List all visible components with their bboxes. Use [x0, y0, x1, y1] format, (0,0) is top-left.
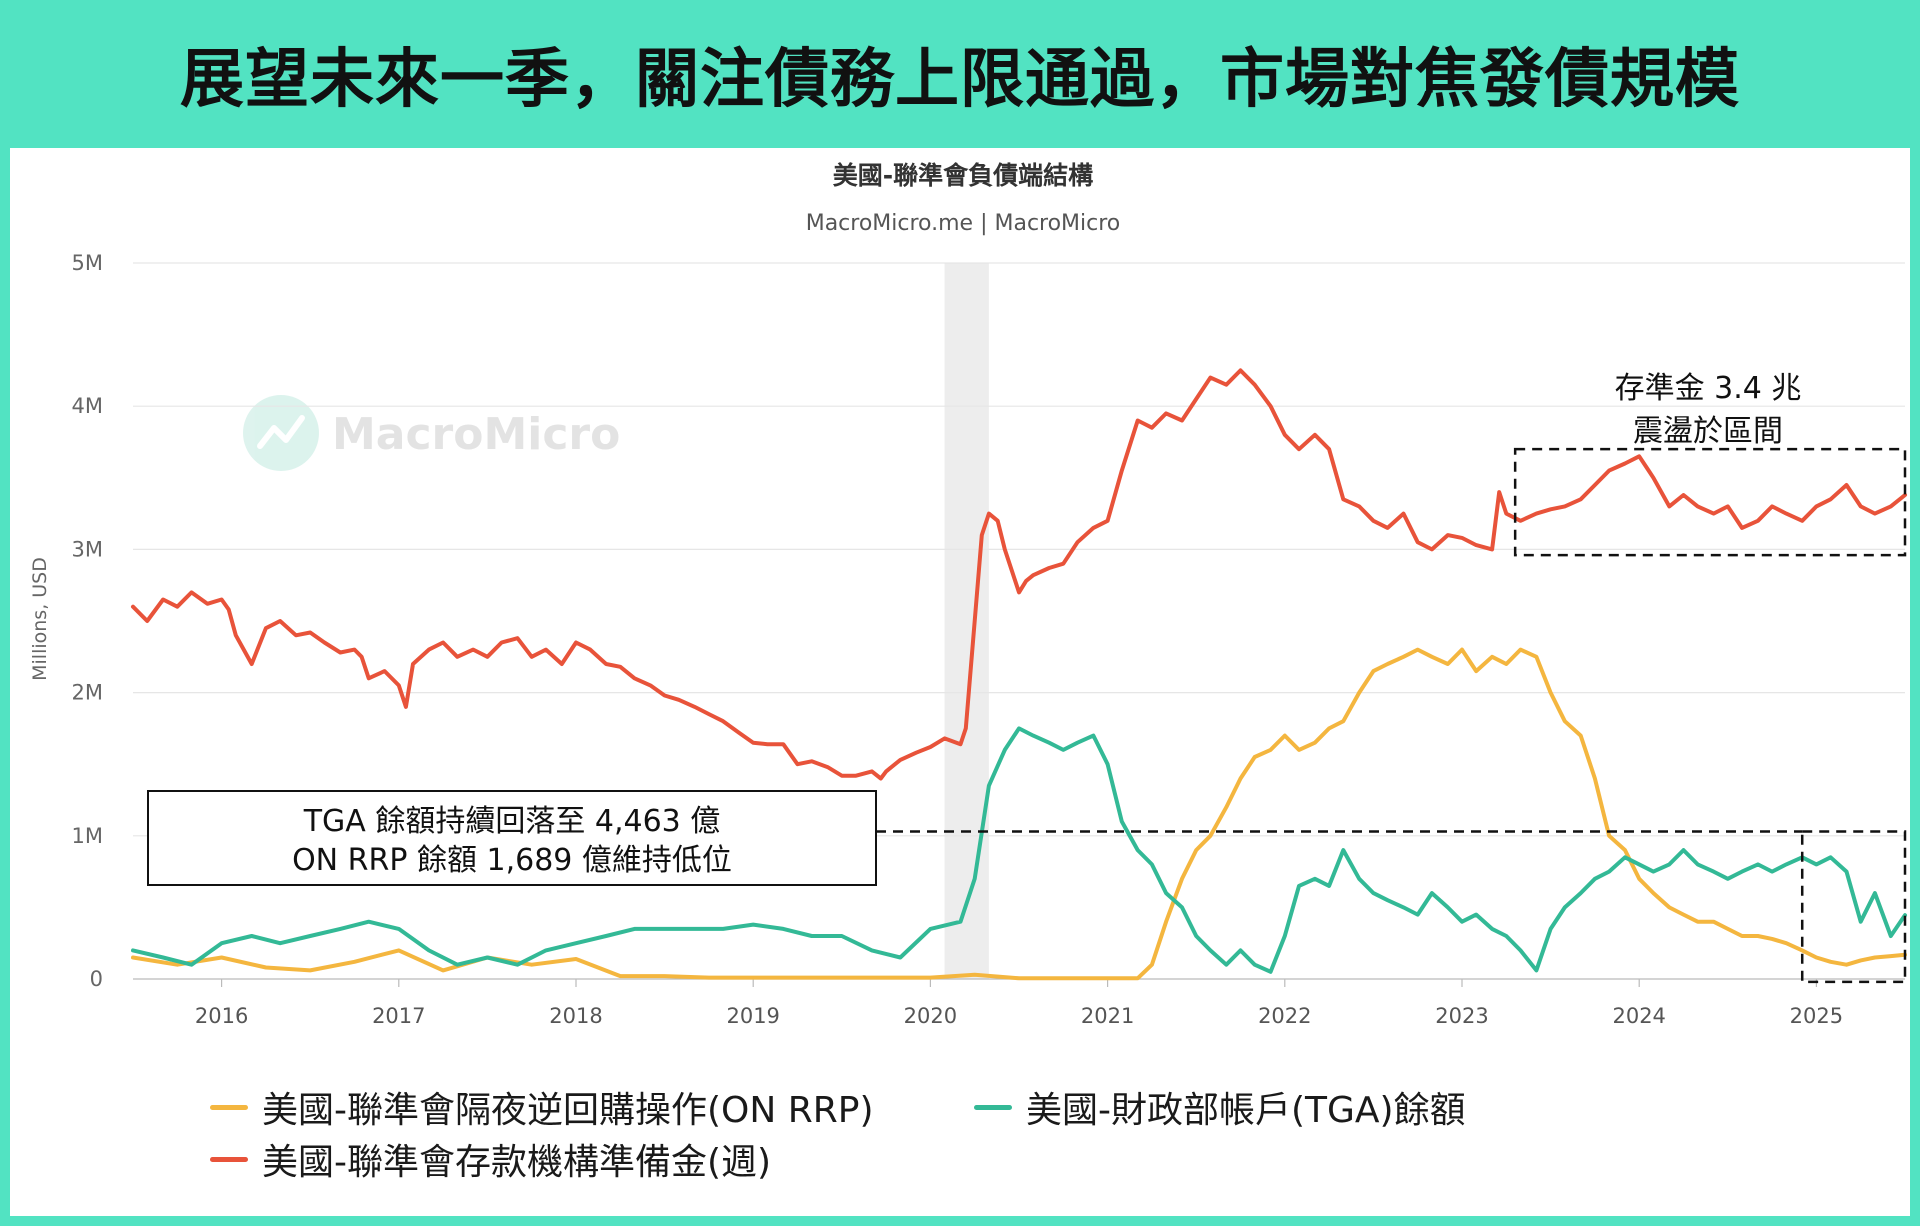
legend-swatch-onrrp: [210, 1104, 248, 1110]
recession-band: [944, 263, 989, 979]
watermark-logo-line: [257, 415, 305, 449]
y-tick-label: 1M: [72, 824, 103, 848]
y-tick-label: 5M: [72, 251, 103, 275]
x-tick-label: 2024: [1612, 1004, 1665, 1028]
recession-band-rect: [944, 263, 989, 979]
series-line-reserves: [131, 368, 1907, 781]
series-line-onrrp: [131, 647, 1907, 981]
annotation-box-recent: [1800, 830, 1907, 984]
chart-svg: 美國-聯準會負債端結構 MacroMicro.me | MacroMicro M…: [29, 161, 1907, 1028]
series-lines: [131, 368, 1907, 981]
y-tick-label: 4M: [72, 394, 103, 418]
legend-swatch-reserves: [210, 1156, 248, 1162]
x-tick-label: 2022: [1258, 1004, 1311, 1028]
x-tick-label: 2017: [372, 1004, 425, 1028]
annotation-tga-line2: ON RRP 餘額 1,689 億維持低位: [292, 843, 732, 878]
legend-item-tga[interactable]: 美國-財政部帳戶(TGA)餘額: [974, 1081, 1466, 1133]
annotations: 存準金 3.4 兆 震盪於區間 TGA 餘額持續回落至 4,463 億 ON R…: [147, 371, 1907, 984]
legend-label-tga: 美國-財政部帳戶(TGA)餘額: [1026, 1090, 1466, 1131]
chart-panel: 美國-聯準會負債端結構 MacroMicro.me | MacroMicro M…: [10, 148, 1910, 1216]
x-tick-label: 2025: [1790, 1004, 1843, 1028]
annotation-box-tga: [147, 790, 877, 886]
legend-label-onrrp: 美國-聯準會隔夜逆回購操作(ON RRP): [262, 1090, 874, 1131]
watermark: MacroMicro: [243, 395, 620, 471]
banner-title: 展望未來一季，關注債務上限通過，市場對焦發債規模: [180, 43, 1740, 117]
chart-subtitle: MacroMicro.me | MacroMicro: [806, 211, 1121, 236]
banner: 展望未來一季，關注債務上限通過，市場對焦發債規模: [0, 0, 1920, 148]
annotation-tga-line1: TGA 餘額持續回落至 4,463 億: [303, 804, 721, 839]
legend-swatch-tga: [974, 1104, 1012, 1110]
annotation-reserves-line1: 存準金 3.4 兆: [1615, 371, 1802, 406]
legend-item-reserves[interactable]: 美國-聯準會存款機構準備金(週): [210, 1133, 771, 1185]
y-tick-label: 3M: [72, 537, 103, 561]
y-axis-label: Millions, USD: [29, 557, 51, 681]
annotation-box-reserves: [1513, 447, 1907, 557]
x-tick-label: 2020: [904, 1004, 957, 1028]
legend-label-reserves: 美國-聯準會存款機構準備金(週): [262, 1142, 772, 1183]
annotation-reserves-line2: 震盪於區間: [1633, 414, 1783, 449]
x-tick-label: 2021: [1081, 1004, 1134, 1028]
x-tick-label: 2019: [726, 1004, 779, 1028]
y-axis-ticks: 0 1M 2M 3M 4M 5M: [72, 251, 103, 991]
x-tick-label: 2018: [549, 1004, 602, 1028]
y-tick-label: 0: [90, 967, 103, 991]
watermark-text: MacroMicro: [332, 409, 620, 460]
y-tick-label: 2M: [72, 681, 103, 705]
x-tick-label: 2016: [195, 1004, 248, 1028]
x-tick-label: 2023: [1435, 1004, 1488, 1028]
legend-item-onrrp[interactable]: 美國-聯準會隔夜逆回購操作(ON RRP): [210, 1081, 874, 1133]
chart-title: 美國-聯準會負債端結構: [833, 161, 1093, 190]
series-line-tga: [131, 726, 1907, 974]
watermark-logo-icon: [243, 395, 319, 471]
x-axis-ticks: 2016 2017 2018 2019 2020 2021 2022 2023 2024 2025: [195, 979, 1843, 1028]
